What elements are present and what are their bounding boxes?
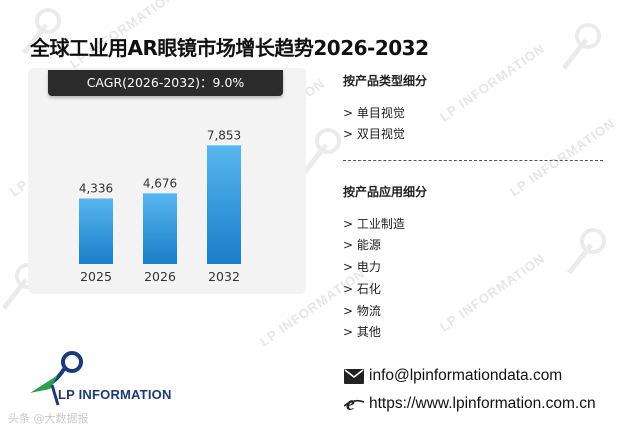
application-item: > 工业制造 [343,217,405,231]
bar-chart: 4,336 2025 4,676 2026 7,853 2032 [79,128,241,284]
product-type-item: > 单目视觉 [343,106,405,120]
browser-e-icon: e [344,394,364,414]
watermark-text: LP INFORMATION [436,40,548,125]
watermark-logo-icon [567,228,606,275]
x-tick-label-2025: 2025 [80,269,112,284]
watermark-logo-icon [302,128,341,175]
email-text[interactable]: info@lpinformationdata.com [369,367,563,384]
x-tick-label-2026: 2026 [144,269,176,284]
bar-2026 [143,193,177,264]
watermark-text: LP INFORMATION [436,250,548,335]
logo-text: LP INFORMATION [58,387,172,402]
application-heading: 按产品应用细分 [343,185,428,199]
bottom-watermark: 头条 @大数据报 [8,412,89,425]
page-title: 全球工业用AR眼镜市场增长趋势2026-2032 [30,36,429,60]
bar-2032 [207,145,241,264]
bar-2025 [79,198,113,264]
application-item: > 物流 [343,304,381,318]
watermark-text: LP INFORMATION [506,115,618,200]
application-item: > 其他 [343,325,381,339]
website-text[interactable]: https://www.lpinformation.com.cn [369,395,596,412]
data-label-2032: 7,853 [207,128,241,142]
section-divider [343,160,603,161]
lp-information-logo [30,351,83,406]
x-tick-label-2032: 2032 [208,269,240,284]
application-item: > 石化 [343,282,381,296]
application-item: > 电力 [343,260,381,274]
email-contact: info@lpinformationdata.com [344,367,562,385]
product-type-item: > 双目视觉 [343,127,405,141]
data-label-2026: 4,676 [143,176,177,190]
cagr-banner: CAGR(2026-2032)：9.0% [48,70,283,96]
product-type-heading: 按产品类型细分 [343,74,428,88]
website-contact: e https://www.lpinformation.com.cn [344,394,596,414]
mail-icon [344,368,364,384]
application-item: > 能源 [343,238,381,252]
svg-text:e: e [346,394,355,414]
watermark-logo-icon [562,23,601,70]
data-label-2025: 4,336 [79,181,113,195]
